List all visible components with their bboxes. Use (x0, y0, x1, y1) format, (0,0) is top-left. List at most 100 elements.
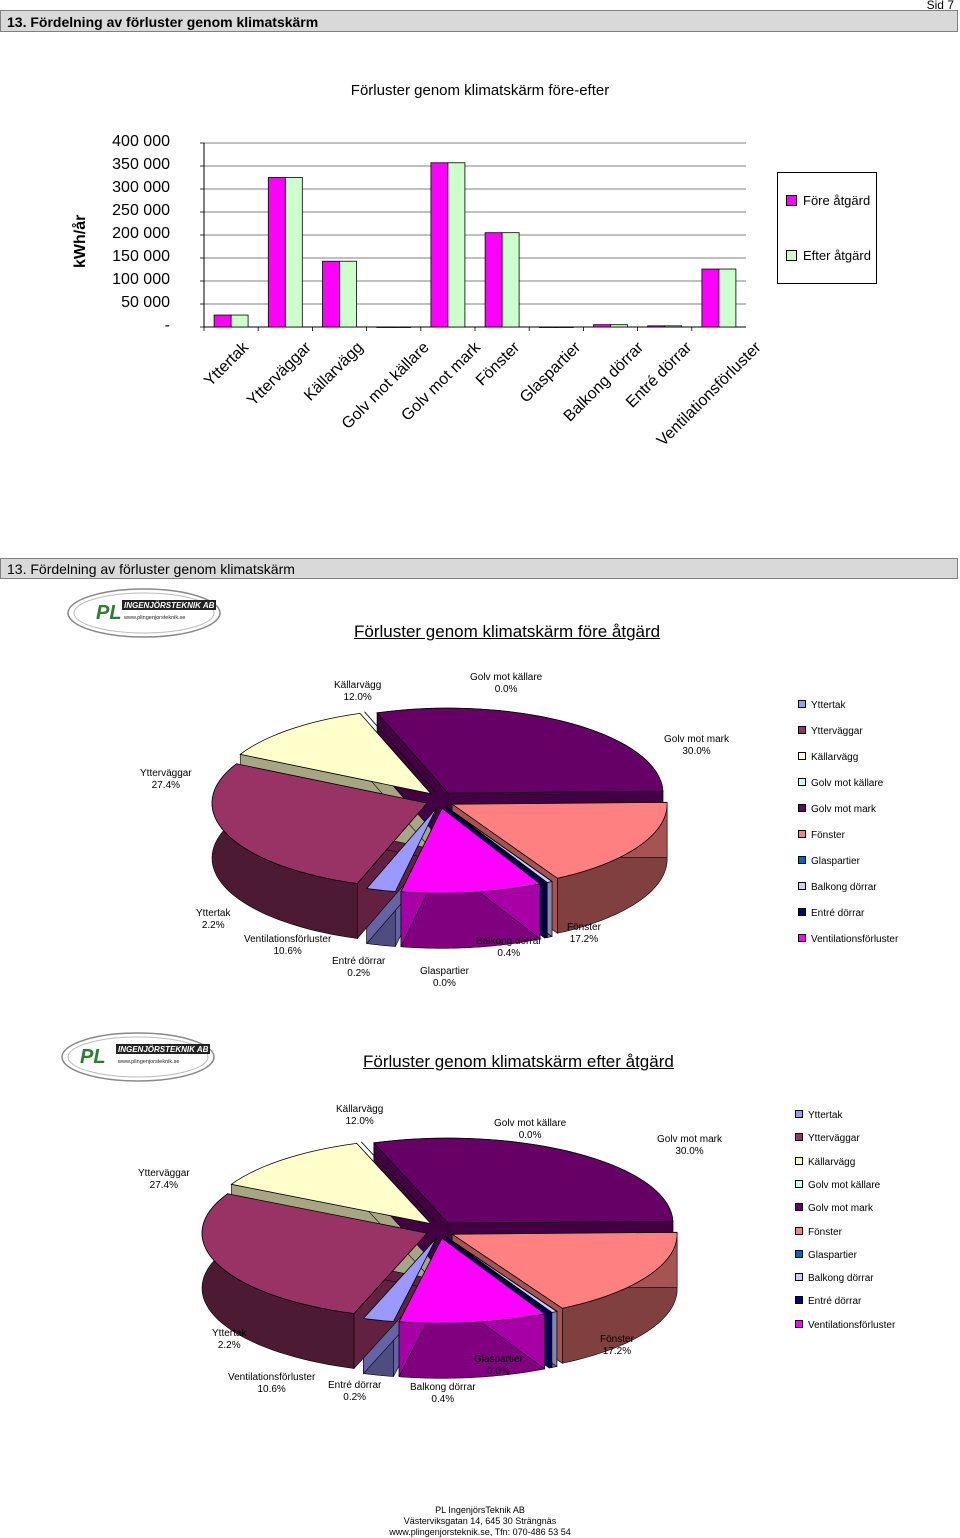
legend-label-fore: Före åtgärd (803, 193, 871, 208)
pie1-legend-item-yttertak: Yttertak (798, 700, 845, 711)
pie1-legend-label: Balkong dörrar (811, 882, 877, 893)
pie1-label-pct: 12.0% (343, 692, 372, 703)
pie2-label-golv-mot-mark: Golv mot mark 30.0% (657, 1134, 722, 1158)
pie2-label-name: Balkong dörrar (410, 1382, 476, 1393)
pie1-label-balkong-dorrar: Balkong dörrar 0.4% (476, 936, 542, 960)
pie1-label-name: Källarvägg (334, 680, 382, 691)
pie2-legend-swatch (795, 1249, 803, 1258)
pie1-slice-kallarvagg (239, 712, 432, 795)
bar-ytick-label: 250 000 (112, 202, 170, 219)
pie2-legend-item-kallarvagg: Källarvägg (795, 1156, 856, 1168)
pie2-slice-golv-mot-mark (373, 1137, 674, 1224)
pie1-slice-fonster (450, 801, 668, 879)
pie2-legend-swatch (795, 1110, 803, 1118)
pie2-legend-item-golv-mot-mark: Golv mot mark (795, 1203, 873, 1214)
pie1-label-pct: 0.4% (497, 948, 521, 959)
pie1-label-yttertak: Yttertak 2.2% (196, 908, 230, 932)
pie1-label-name: Ventilationsförluster (244, 934, 332, 945)
bar-golv-mot-mark-efter (447, 162, 466, 328)
pie2-label-pct: 0.4% (431, 1394, 455, 1405)
pie1-legend-item-ventilationsforluster: Ventilationsförluster (798, 934, 898, 945)
page-number: Sid 7 (926, 0, 954, 12)
pie2-label-pct: 27.4% (149, 1180, 179, 1191)
pie2-label-kallarvagg: Källarvägg 12.0% (336, 1104, 383, 1128)
pie1-label-pct: 2.2% (201, 920, 225, 931)
pie1-title: Förluster genom klimatskärm före åtgärd (354, 622, 661, 641)
pie2-legend-swatch (795, 1296, 803, 1305)
pie2-label-name: Ytterväggar (138, 1168, 190, 1179)
pie2-label-name: Glaspartier (474, 1354, 523, 1365)
pie2-slice-golv-mot-kallare (360, 1141, 436, 1223)
pie1-label-pct: 0.0% (433, 978, 456, 989)
bar-fonster-efter (501, 232, 520, 328)
logo-url: www.plingenjorsteknik.se (123, 615, 185, 621)
bar-ytick-label: 300 000 (112, 179, 170, 196)
legend-item-fore: Före åtgärd (786, 193, 870, 208)
pie2-legend-swatch (795, 1319, 803, 1328)
bar-kallarvagg-efter (339, 260, 357, 328)
bar-ytick-label: 50 000 (121, 294, 170, 311)
company-logo-2: PL INGENJÖRSTEKNIK AB www.plingenjorstek… (61, 1032, 215, 1082)
pie2-label-name: Golv mot källare (494, 1118, 567, 1129)
pie2-legend-item-glaspartier: Glaspartier (795, 1249, 857, 1261)
pie1-label-ventilationsforluster: Ventilationsförluster 10.6% (244, 934, 331, 958)
pie1-legend-label: Entré dörrar (811, 908, 865, 919)
bar-balkong-dorrar-efter (610, 324, 628, 328)
pie2-label-pct: 0.0% (487, 1366, 510, 1377)
pie2-label-name: Entré dörrar (328, 1380, 382, 1391)
pie2-legend-item-golv-mot-kallare: Golv mot källare (795, 1179, 880, 1191)
pie2-label-pct: 30.0% (675, 1146, 704, 1157)
legend-swatch-efter (786, 250, 797, 261)
pie2-legend-item-yttertak: Yttertak (795, 1110, 842, 1121)
footer-address: Västerviksgatan 14, 645 30 Strängnäs (403, 1516, 557, 1526)
pie2-label-pct: 12.0% (345, 1116, 374, 1127)
pie1-label-name: Balkong dörrar (476, 936, 542, 947)
pie1-legend-swatch (798, 882, 806, 890)
pie1-label-pct: 10.6% (273, 946, 302, 957)
pie2-slice-ventilationsforluster (398, 1237, 546, 1324)
pie2-legend-label: Glaspartier (808, 1249, 857, 1261)
pie1-legend-swatch (798, 830, 806, 838)
pie2-slice-yttervaggar (201, 1193, 428, 1314)
pie1-label-name: Glaspartier (420, 966, 469, 977)
pie1-legend-label: Källarvägg (811, 752, 859, 763)
pie1-label-entre-dorrar: Entré dörrar 0.2% (332, 956, 385, 980)
bar-yttertak-efter (230, 314, 249, 328)
pie1-label-name: Golv mot mark (664, 734, 730, 745)
pie2-label-glaspartier: Glaspartier 0.0% (474, 1354, 523, 1378)
pie2-label-name: Golv mot mark (657, 1134, 723, 1145)
pie2-label-pct: 10.6% (257, 1384, 286, 1395)
bar-ytick-label: 350 000 (112, 156, 170, 173)
pie1-legend-item-balkong-dorrar: Balkong dörrar (798, 882, 877, 893)
pie2-legend-label: Yttertak (808, 1110, 843, 1121)
pie1-label-pct: 17.2% (569, 934, 599, 945)
bar-ventilationsforluster-efter (718, 268, 737, 328)
pie2-legend-item-balkong-dorrar: Balkong dörrar (795, 1273, 874, 1284)
pie1-label-pct: 0.2% (347, 968, 371, 979)
bar-ytick-label: 400 000 (112, 133, 170, 150)
pie1-legend-swatch (798, 726, 806, 734)
pie2-label-pct: 2.2% (217, 1340, 241, 1351)
pie2-slice-kallarvagg (230, 1142, 432, 1225)
bar-ytick-label: 150 000 (112, 248, 170, 265)
pie2-label-pct: 0.0% (518, 1130, 542, 1141)
pie1-slice-golv-mot-kallare (364, 711, 436, 793)
pie2-label-yttervaggar: Ytterväggar 27.4% (138, 1168, 190, 1192)
pie2-legend-label: Balkong dörrar (808, 1273, 874, 1285)
pie2-legend-swatch (795, 1226, 803, 1235)
pie1-label-yttervaggar: Ytterväggar 27.4% (140, 768, 192, 792)
pie1-legend-item-golv-mot-mark: Golv mot mark (798, 804, 876, 815)
pie1-label-pct: 0.0% (494, 684, 518, 695)
pie2-legend-label: Källarvägg (808, 1156, 856, 1168)
bar-chart-legend: Före åtgärd Efter åtgärd (777, 172, 877, 284)
pie1-label-pct: 30.0% (682, 746, 711, 757)
legend-swatch-fore (786, 195, 797, 206)
pie2-label-entre-dorrar: Entré dörrar 0.2% (328, 1380, 381, 1404)
pie1-legend-swatch (798, 856, 806, 864)
pie2-legend-item-fonster: Fönster (795, 1226, 842, 1238)
logo-company: INGENJÖRSTEKNIK AB (124, 601, 215, 610)
footer-company: PL IngenjörsTeknik AB (435, 1505, 525, 1515)
bar-ytick-label: 200 000 (112, 225, 170, 242)
pie2-legend-swatch (795, 1273, 803, 1282)
pie2-slice-entre-dorrar (446, 1237, 553, 1314)
